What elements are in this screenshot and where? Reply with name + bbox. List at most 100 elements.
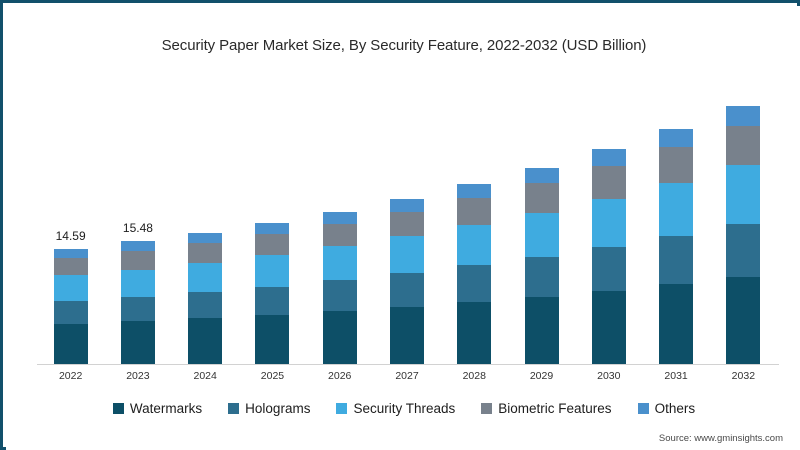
bar-segment[interactable] bbox=[390, 236, 424, 274]
bar-segment[interactable] bbox=[53, 300, 88, 324]
bar-segment[interactable] bbox=[524, 296, 559, 364]
legend-item[interactable]: Watermarks bbox=[112, 401, 202, 416]
plot-area: 14.59 15.48 bbox=[37, 79, 777, 364]
legend-item[interactable]: Holograms bbox=[228, 401, 310, 416]
chart-canvas: Security Paper Market Size, By Security … bbox=[6, 6, 800, 450]
bar-segment[interactable] bbox=[322, 223, 357, 247]
bar-segment[interactable] bbox=[457, 265, 492, 302]
legend-swatch-icon bbox=[637, 403, 649, 414]
bar-segment[interactable] bbox=[53, 257, 88, 276]
bar-segment[interactable] bbox=[322, 246, 357, 281]
bar-segment[interactable] bbox=[255, 314, 290, 364]
bar-segment[interactable] bbox=[726, 223, 761, 277]
legend-swatch-icon bbox=[336, 403, 348, 414]
bar-value-label: 15.48 bbox=[122, 221, 153, 236]
x-axis-tick-2026: 2026 bbox=[328, 370, 352, 382]
bar-segment[interactable] bbox=[120, 296, 155, 322]
bar-segment[interactable] bbox=[53, 275, 88, 301]
x-axis-tick-2029: 2029 bbox=[529, 370, 554, 382]
bar-segment[interactable] bbox=[322, 211, 357, 224]
bar-segment[interactable] bbox=[457, 301, 492, 364]
source-attribution: Source: www.gminsights.com bbox=[658, 433, 783, 444]
stacked-bar[interactable] bbox=[457, 184, 492, 364]
x-axis-tick-2025: 2025 bbox=[260, 370, 285, 382]
chart-legend: Watermarks Holograms Security Threads Biome… bbox=[7, 401, 800, 416]
bar-segment[interactable] bbox=[120, 321, 155, 364]
stacked-bar[interactable] bbox=[659, 128, 694, 364]
x-axis-tick-labels: 2022 2023 2024 2025 2026 2027 2028 2029 2030 2031… bbox=[37, 370, 777, 390]
bar-segment[interactable] bbox=[524, 183, 559, 213]
x-axis-tick-2031: 2031 bbox=[664, 370, 688, 382]
legend-label: Others bbox=[654, 401, 696, 416]
bar-segment[interactable] bbox=[726, 125, 761, 166]
stacked-bar[interactable] bbox=[726, 105, 761, 364]
bar-segment[interactable] bbox=[726, 276, 761, 364]
bar-segment[interactable] bbox=[659, 182, 694, 237]
bar-segment[interactable] bbox=[591, 166, 626, 199]
bar-segment[interactable] bbox=[188, 318, 223, 364]
bar-segment[interactable] bbox=[255, 234, 290, 256]
stacked-bar[interactable] bbox=[53, 248, 88, 364]
bar-segment[interactable] bbox=[726, 105, 761, 126]
chart-title: Security Paper Market Size, By Security … bbox=[161, 37, 647, 54]
bar-segment[interactable] bbox=[457, 198, 492, 226]
legend-swatch-icon bbox=[481, 403, 493, 414]
legend-label: Holograms bbox=[245, 401, 311, 416]
bar-segment[interactable] bbox=[390, 198, 424, 212]
bar-segment[interactable] bbox=[524, 167, 559, 184]
stacked-bar[interactable] bbox=[524, 167, 559, 364]
legend-label: Biometric Features bbox=[498, 401, 612, 416]
bar-segment[interactable] bbox=[53, 248, 88, 258]
x-axis-tick-2028: 2028 bbox=[462, 370, 486, 382]
x-axis-tick-2023: 2023 bbox=[126, 370, 150, 382]
bar-value-label: 14.59 bbox=[55, 228, 86, 243]
x-axis-tick-2032: 2032 bbox=[731, 370, 756, 382]
x-axis-tick-2030: 2030 bbox=[597, 370, 621, 382]
legend-label: Security Threads bbox=[353, 401, 456, 416]
stacked-bar[interactable] bbox=[255, 223, 290, 364]
bar-segment[interactable] bbox=[188, 291, 223, 319]
bar-segment[interactable] bbox=[390, 306, 424, 364]
x-axis-tick-2027: 2027 bbox=[395, 370, 419, 382]
legend-item[interactable]: Security Threads bbox=[336, 401, 455, 416]
bar-segment[interactable] bbox=[188, 263, 223, 292]
stacked-bar[interactable] bbox=[188, 233, 223, 364]
bar-segment[interactable] bbox=[322, 310, 357, 364]
bar-segment[interactable] bbox=[524, 212, 559, 257]
bar-segment[interactable] bbox=[120, 269, 155, 297]
bar-segment[interactable] bbox=[591, 149, 626, 167]
bar-segment[interactable] bbox=[255, 223, 290, 235]
legend-item[interactable]: Others bbox=[637, 401, 696, 416]
bar-segment[interactable] bbox=[390, 211, 424, 237]
stacked-bar[interactable] bbox=[120, 241, 155, 364]
bar-segment[interactable] bbox=[188, 243, 223, 264]
bar-segment[interactable] bbox=[726, 165, 761, 224]
bar-segment[interactable] bbox=[457, 225, 492, 266]
bar-segment[interactable] bbox=[255, 255, 290, 287]
stacked-bar[interactable] bbox=[591, 149, 626, 364]
legend-swatch-icon bbox=[112, 403, 124, 414]
legend-item[interactable]: Biometric Features bbox=[481, 401, 612, 416]
bar-segment[interactable] bbox=[457, 184, 492, 199]
bar-segment[interactable] bbox=[659, 128, 694, 148]
stacked-bar[interactable] bbox=[322, 211, 357, 364]
bar-segment[interactable] bbox=[188, 233, 223, 244]
x-axis-line bbox=[37, 364, 779, 365]
bar-segment[interactable] bbox=[255, 286, 290, 315]
bar-segment[interactable] bbox=[390, 273, 424, 307]
stacked-bar[interactable] bbox=[390, 198, 424, 364]
bar-segment[interactable] bbox=[120, 241, 155, 252]
bar-segment[interactable] bbox=[120, 251, 155, 270]
bar-segment[interactable] bbox=[659, 283, 694, 364]
bar-segment[interactable] bbox=[591, 247, 626, 291]
bar-segment[interactable] bbox=[591, 290, 626, 364]
x-axis-tick-2022: 2022 bbox=[58, 370, 83, 382]
x-axis-tick-2024: 2024 bbox=[193, 370, 217, 382]
bar-segment[interactable] bbox=[322, 280, 357, 311]
bar-segment[interactable] bbox=[591, 198, 626, 248]
bar-segment[interactable] bbox=[524, 256, 559, 297]
bar-segment[interactable] bbox=[53, 323, 88, 364]
bar-segment[interactable] bbox=[659, 147, 694, 183]
bar-segment[interactable] bbox=[659, 236, 694, 284]
